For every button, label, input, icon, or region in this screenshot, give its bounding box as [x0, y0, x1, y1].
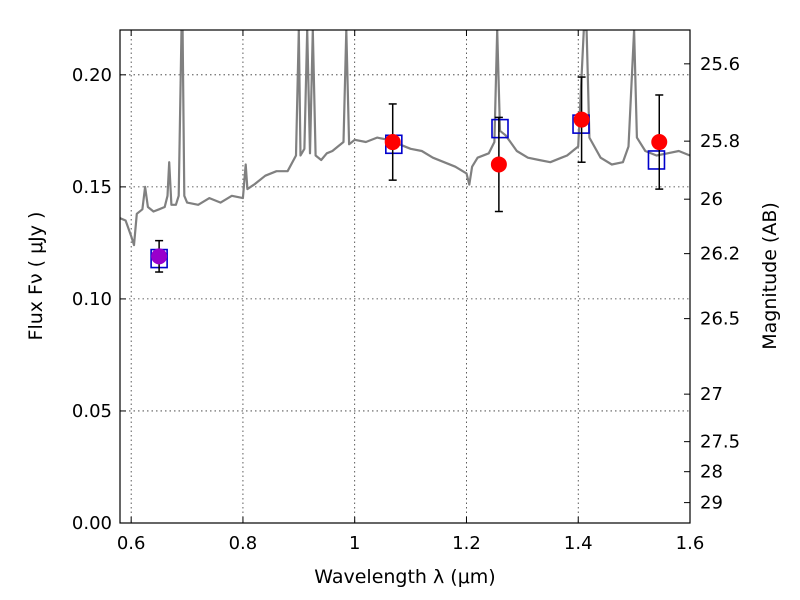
y-tick-label: 0.20	[72, 65, 112, 86]
y-tick-label: 0.15	[72, 177, 112, 198]
right-tick-label: 26.2	[700, 244, 740, 265]
y-axis-label: Flux Fν ( μJy )	[25, 212, 47, 341]
model-sed-line	[120, 30, 690, 247]
right-tick-label: 25.8	[700, 131, 740, 152]
axis-ticks: 0.6 0.8 1 1.2 1.4 1.6 0.00 0.05 0.10 0.15 0.20 25.6…	[72, 30, 740, 554]
right-tick-label: 27.5	[700, 432, 740, 453]
x-tick-label: 0.8	[229, 533, 258, 554]
right-tick-label: 29	[700, 493, 723, 514]
y-tick-label: 0.05	[72, 401, 112, 422]
y-tick-label: 0.00	[72, 513, 112, 534]
y-tick-label: 0.10	[72, 289, 112, 310]
x-tick-label: 1.6	[676, 533, 705, 554]
right-tick-label: 26.5	[700, 309, 740, 330]
plot-area	[120, 30, 690, 273]
right-tick-label: 28	[700, 462, 723, 483]
observed-photometry-point	[651, 134, 668, 151]
x-tick-label: 1.4	[564, 533, 593, 554]
plot-frame	[119, 29, 691, 524]
model-photometry-square	[491, 118, 509, 139]
right-tick-label: 26	[700, 189, 723, 210]
right-tick-label: 27	[700, 384, 723, 405]
right-tick-label: 25.6	[700, 54, 740, 75]
grid	[120, 30, 691, 524]
right-axis-label: Magnitude (AB)	[759, 202, 781, 350]
observed-photometry-point	[384, 134, 401, 151]
x-tick-label: 1.2	[452, 533, 481, 554]
x-tick-label: 0.6	[117, 533, 146, 554]
x-tick-label: 1	[349, 533, 360, 554]
observed-photometry-point	[490, 156, 507, 173]
model-photometry-square	[647, 150, 666, 170]
x-axis-label: Wavelength λ (μm)	[314, 566, 495, 588]
observed-photometry-point	[151, 248, 168, 265]
observed-photometry-point	[573, 111, 590, 128]
